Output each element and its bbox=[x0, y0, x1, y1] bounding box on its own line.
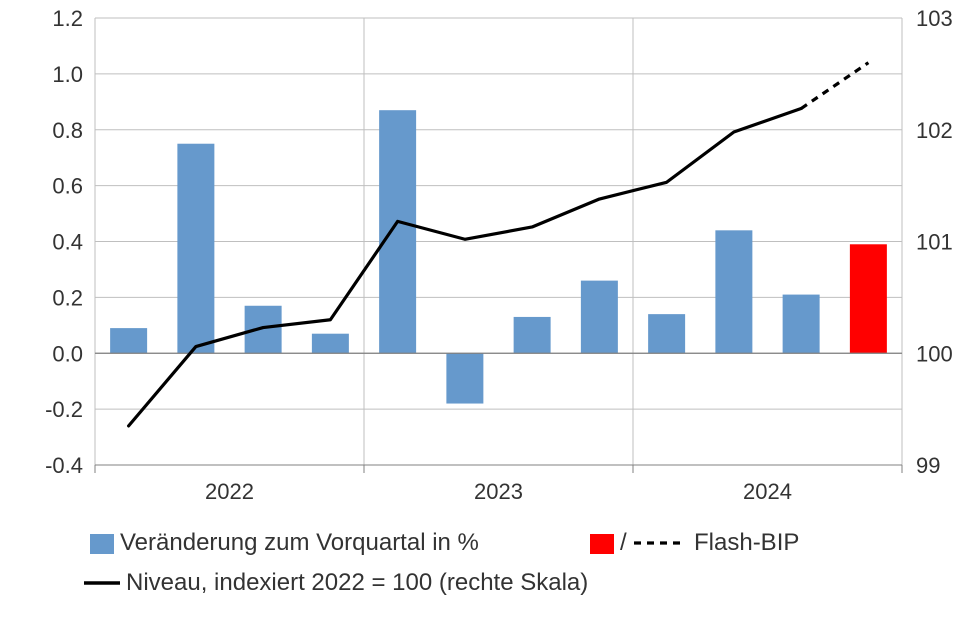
left-axis-tick-label: 0.2 bbox=[52, 285, 83, 310]
bar bbox=[715, 230, 752, 353]
right-axis-tick-label: 99 bbox=[916, 453, 940, 478]
bar bbox=[648, 314, 685, 353]
legend-swatch-bar bbox=[90, 534, 114, 554]
left-axis-tick-label: 1.0 bbox=[52, 62, 83, 87]
left-axis-tick-label: 0.6 bbox=[52, 174, 83, 199]
bar bbox=[581, 281, 618, 354]
bar bbox=[245, 306, 282, 353]
bar bbox=[177, 144, 214, 354]
left-axis-tick-label: 1.2 bbox=[52, 6, 83, 31]
x-axis-group-label: 2023 bbox=[474, 479, 523, 504]
bar bbox=[850, 244, 887, 353]
right-axis-tick-label: 100 bbox=[916, 341, 953, 366]
bar bbox=[110, 328, 147, 353]
legend-label: Veränderung zum Vorquartal in % bbox=[120, 529, 479, 556]
legend-swatch-flash-bar bbox=[590, 534, 614, 554]
right-axis-tick-label: 101 bbox=[916, 230, 953, 255]
legend-flash-slash: / bbox=[620, 529, 627, 556]
chart-container: -0.4 -0.2 0.0 0.2 0.4 0.6 0.8 1.0 1.2 99 100 101 102… bbox=[0, 0, 976, 629]
bar bbox=[379, 110, 416, 353]
left-axis-tick-label: -0.4 bbox=[45, 453, 83, 478]
chart-svg: -0.4 -0.2 0.0 0.2 0.4 0.6 0.8 1.0 1.2 99 100 101 102… bbox=[0, 0, 976, 629]
legend-label: Flash-BIP bbox=[694, 529, 799, 556]
right-axis-tick-label: 102 bbox=[916, 118, 953, 143]
left-axis-tick-label: 0.8 bbox=[52, 118, 83, 143]
bar bbox=[783, 295, 820, 354]
legend-label: Niveau, indexiert 2022 = 100 (rechte Ska… bbox=[126, 569, 588, 596]
left-axis-tick-label: 0.4 bbox=[52, 230, 83, 255]
right-axis-tick-label: 103 bbox=[916, 6, 953, 31]
x-axis-group-label: 2024 bbox=[743, 479, 792, 504]
bar bbox=[514, 317, 551, 353]
left-axis-tick-label: 0.0 bbox=[52, 341, 83, 366]
left-axis-tick-label: -0.2 bbox=[45, 397, 83, 422]
x-axis-group-label: 2022 bbox=[205, 479, 254, 504]
bar bbox=[312, 334, 349, 354]
bar bbox=[446, 353, 483, 403]
